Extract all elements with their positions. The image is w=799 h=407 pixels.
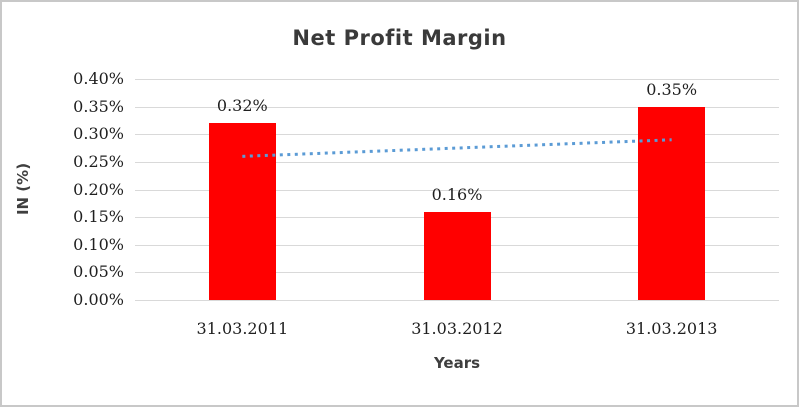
- x-category-label: 31.03.2012: [411, 319, 503, 338]
- gridline: [135, 300, 779, 301]
- gridline: [135, 189, 779, 191]
- x-axis-title: Years: [433, 354, 481, 372]
- y-tick-label: 0.25%: [73, 151, 124, 171]
- y-tick-label: 0.00%: [73, 290, 124, 309]
- y-tick-label: 0.40%: [73, 69, 124, 88]
- y-tick-label: 0.35%: [73, 96, 124, 116]
- bar: [638, 106, 706, 300]
- y-tick-label: 0.30%: [73, 124, 124, 144]
- x-category-label: 31.03.2013: [625, 319, 718, 338]
- gridline: [135, 106, 779, 108]
- bar-data-label: 0.16%: [431, 184, 483, 204]
- y-tick-label: 0.05%: [73, 262, 124, 282]
- y-tick-label: 0.20%: [73, 179, 124, 199]
- y-tick-label: 0.15%: [73, 207, 124, 227]
- y-tick-label: 0.10%: [73, 234, 124, 254]
- gridline: [135, 134, 779, 136]
- plot-area: 0.32% 0.16% 0.35%: [135, 79, 779, 301]
- y-axis-title-text: IN (%): [14, 162, 32, 216]
- bar: [208, 123, 276, 300]
- bar-data-label: 0.32%: [216, 96, 268, 116]
- bar: [423, 211, 491, 300]
- x-category-label: 31.03.2011: [196, 319, 289, 338]
- gridline: [135, 79, 779, 80]
- gridline: [135, 161, 779, 163]
- chart-title: Net Profit Margin: [292, 26, 507, 50]
- bar-data-label: 0.35%: [646, 79, 698, 99]
